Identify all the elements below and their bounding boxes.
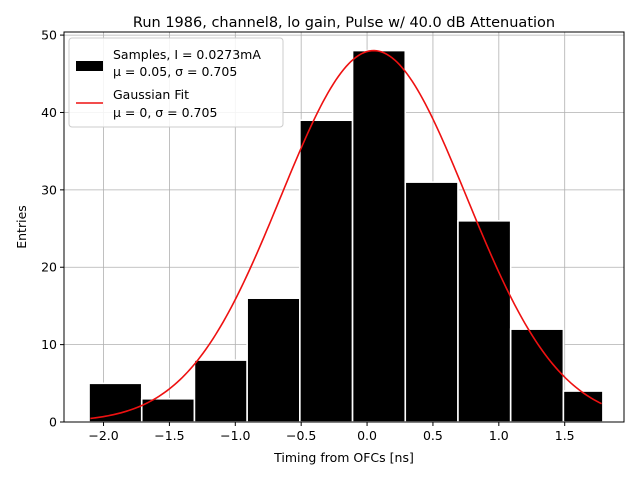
x-tick-label-6: 1.0 <box>489 428 509 443</box>
y-tick-label-2: 20 <box>41 260 57 275</box>
histogram-bar-2 <box>193 359 248 423</box>
legend-samples-swatch <box>76 61 103 71</box>
plot-frame <box>63 31 625 423</box>
legend-samples-label: Samples, I = 0.0273mA <box>113 47 261 62</box>
y-tick-label-1: 10 <box>41 337 57 352</box>
x-tick-label-7: 1.5 <box>555 428 575 443</box>
x-tick-label-2: −1.0 <box>220 428 250 443</box>
histogram-bar-4 <box>299 119 354 423</box>
y-axis-label: Entries <box>14 205 29 249</box>
histogram-bars <box>88 49 604 423</box>
y-tick-label-3: 30 <box>41 182 57 197</box>
legend-fit-stats: μ = 0, σ = 0.705 <box>113 105 217 120</box>
histogram-bar-6 <box>404 181 459 423</box>
legend-samples-stats: μ = 0.05, σ = 0.705 <box>113 64 237 79</box>
legend-box <box>68 37 284 128</box>
x-tick-label-3: −0.5 <box>286 428 316 443</box>
y-tick-label-0: 0 <box>49 415 57 430</box>
histogram-bar-0 <box>88 382 143 423</box>
x-axis-label: Timing from OFCs [ns] <box>273 450 414 465</box>
histogram-bar-3 <box>246 297 301 423</box>
histogram-bar-5 <box>351 49 407 423</box>
histogram-bar-9 <box>562 390 604 423</box>
x-tick-label-5: 0.5 <box>423 428 443 443</box>
histogram-bar-8 <box>509 328 565 423</box>
legend-fit-label: Gaussian Fit <box>113 87 189 102</box>
histogram-bar-7 <box>457 220 512 423</box>
gaussian-fit-curve <box>90 49 602 420</box>
chart-title: Run 1986, channel8, lo gain, Pulse w/ 40… <box>133 15 555 31</box>
y-tick-label-5: 50 <box>41 28 57 43</box>
x-tick-label-4: 0.0 <box>357 428 377 443</box>
x-tick-label-0: −2.0 <box>88 428 118 443</box>
y-tick-label-4: 40 <box>41 105 57 120</box>
x-tick-label-1: −1.5 <box>154 428 184 443</box>
x-axis-ticks: −2.0 −1.5 −1.0 −0.5 0.0 0.5 1.0 1.5 <box>88 422 575 443</box>
legend: Samples, I = 0.0273mA μ = 0.05, σ = 0.70… <box>68 37 284 128</box>
y-axis-ticks: 0 10 20 30 40 50 <box>41 28 64 430</box>
fit-curve-group <box>90 49 602 420</box>
